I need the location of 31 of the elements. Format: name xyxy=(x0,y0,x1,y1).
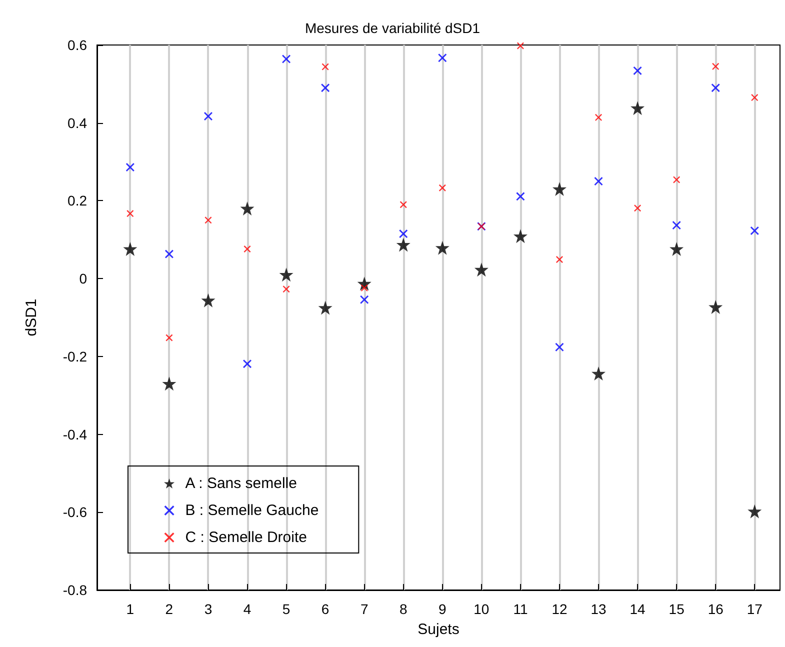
x-tick-label: 1 xyxy=(126,601,134,617)
y-axis-title: dSD1 xyxy=(23,298,40,336)
x-tick-label: 13 xyxy=(590,601,607,617)
x-tick-label: 17 xyxy=(746,601,763,617)
x-tick-label: 4 xyxy=(243,601,252,617)
x-tick-label: 5 xyxy=(282,601,290,617)
y-tick-label: 0.2 xyxy=(68,192,88,209)
legend-label: A : Sans semelle xyxy=(185,475,297,492)
x-tick-label: 14 xyxy=(630,601,646,617)
x-tick-label: 7 xyxy=(360,601,368,617)
y-tick-label: 0.4 xyxy=(68,114,88,131)
x-tick-label: 8 xyxy=(399,601,408,617)
x-axis-title: Sujets xyxy=(418,621,460,638)
x-tick-label: 2 xyxy=(165,601,174,617)
y-tick-label: -0.2 xyxy=(62,348,88,364)
y-tick-label: -0.8 xyxy=(62,582,88,598)
x-tick-label: 16 xyxy=(708,601,724,617)
legend-label: B : Semelle Gauche xyxy=(185,502,319,519)
y-tick-label: -0.4 xyxy=(62,426,88,442)
y-tick-label: 0 xyxy=(79,270,88,287)
x-tick-label: 10 xyxy=(474,601,490,617)
y-tick-label: -0.6 xyxy=(62,504,88,520)
x-tick-label: 15 xyxy=(668,601,685,617)
x-tick-label: 9 xyxy=(438,601,447,617)
chart-title: Mesures de variabilité dSD1 xyxy=(304,20,480,36)
x-tick-label: 3 xyxy=(204,601,212,617)
y-tick-label: 0.6 xyxy=(68,37,88,53)
x-tick-label: 11 xyxy=(513,601,528,617)
x-tick-label: 6 xyxy=(321,601,330,617)
legend-label: C : Semelle Droite xyxy=(185,529,307,546)
x-tick-label: 12 xyxy=(552,601,568,617)
